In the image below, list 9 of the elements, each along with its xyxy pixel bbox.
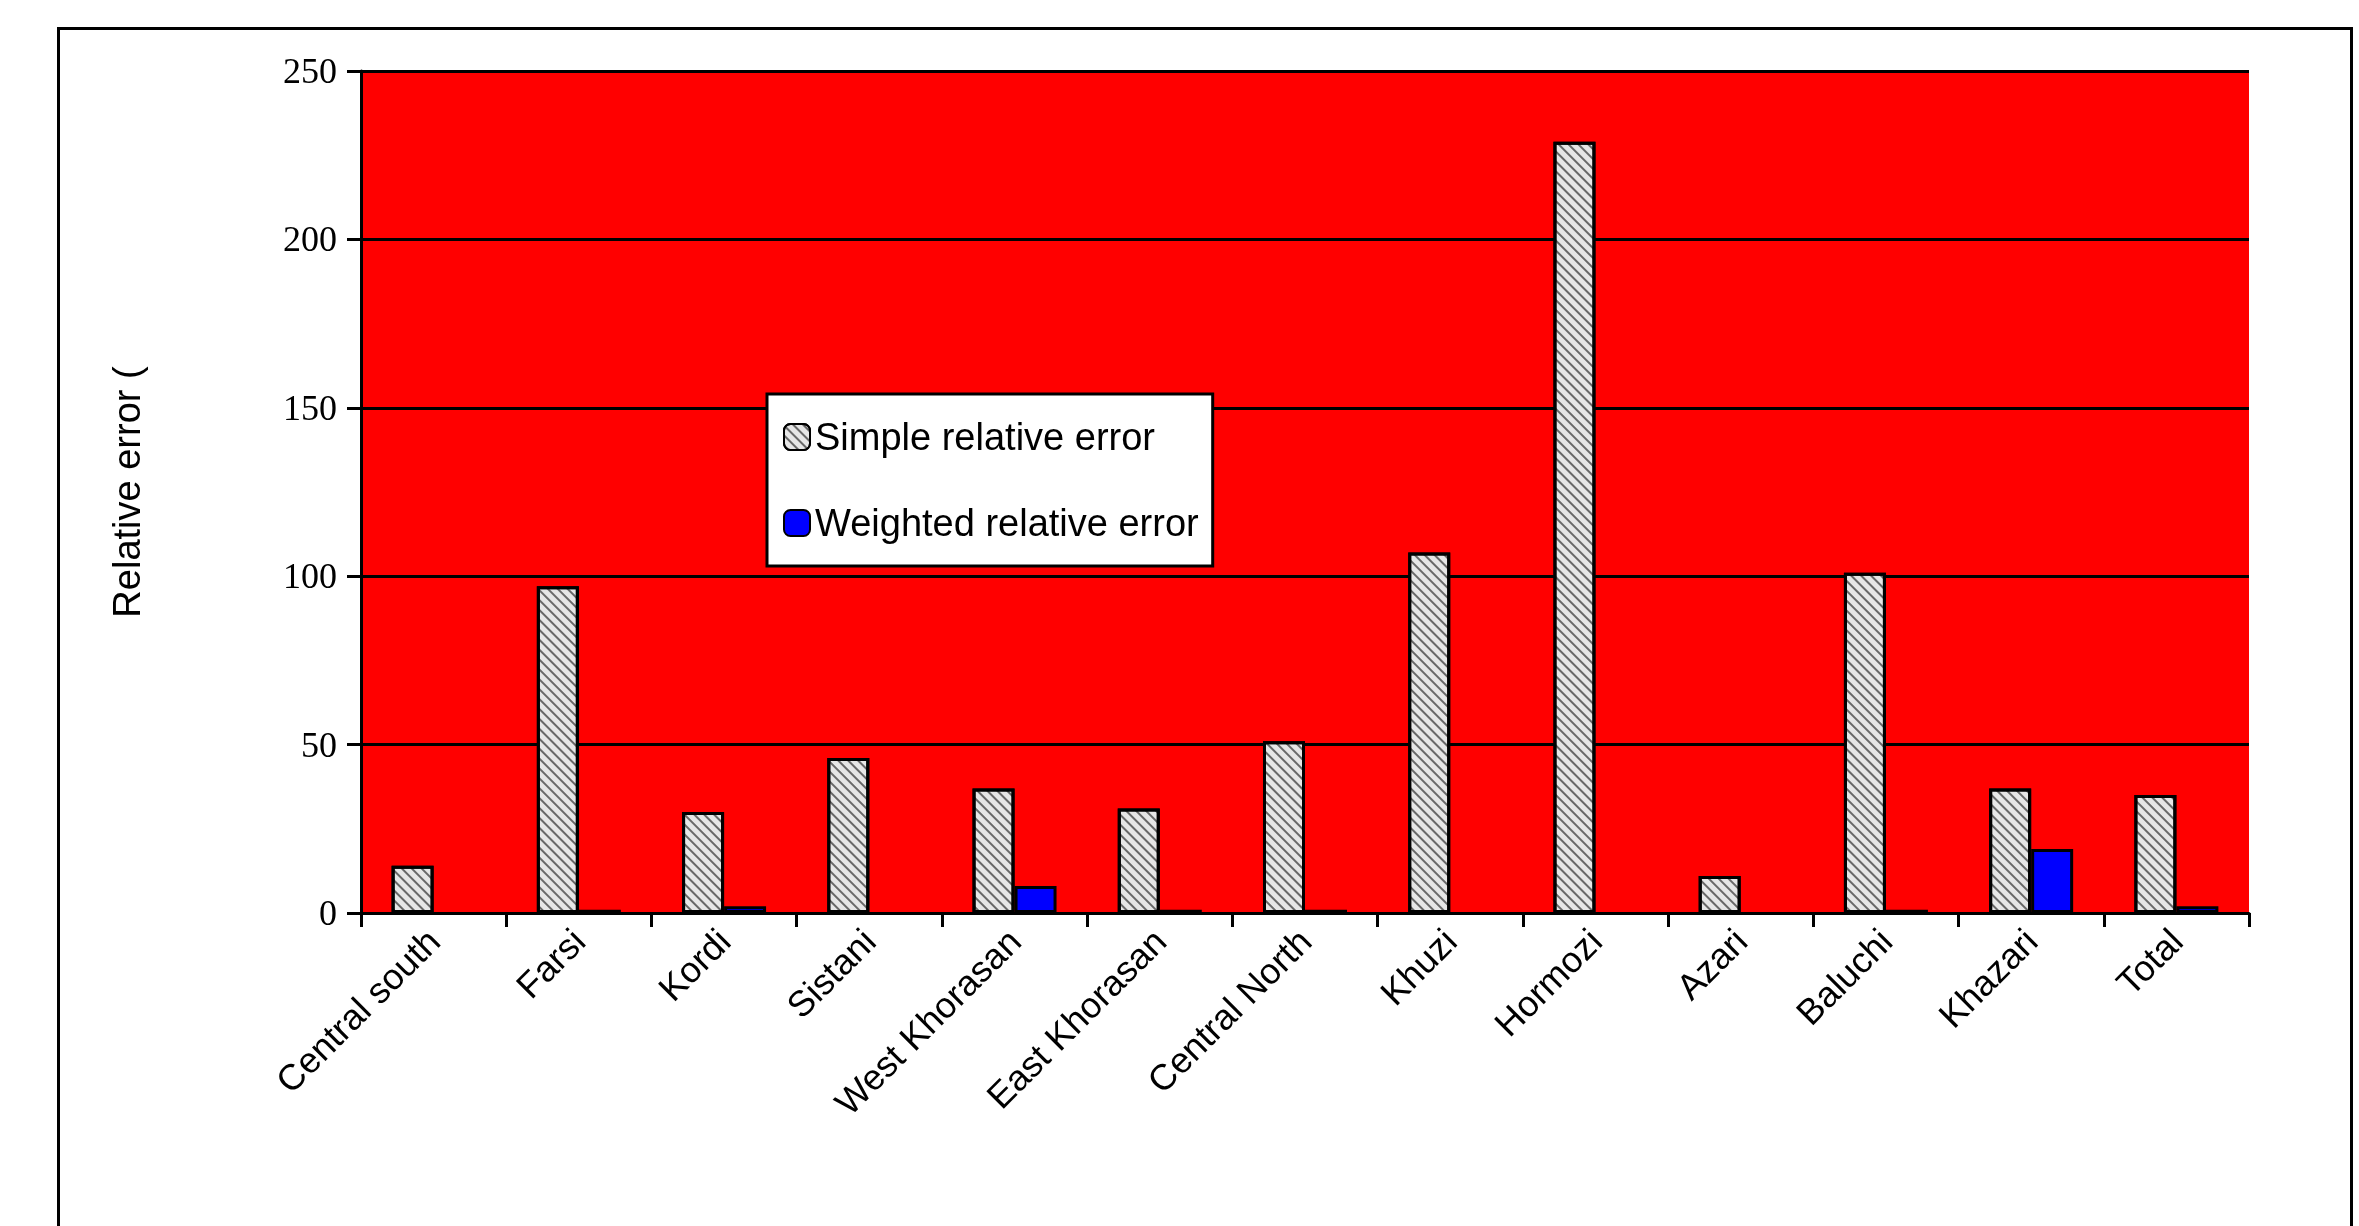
y-axis-title: Relative error (: [106, 366, 148, 618]
legend-label: Simple relative error: [815, 416, 1156, 458]
y-tick-label: 250: [283, 51, 337, 91]
y-tick-label: 0: [319, 893, 337, 933]
legend-label: Weighted relative error: [815, 502, 1200, 544]
y-tick-label: 100: [283, 556, 337, 597]
y-tick-label: 150: [283, 387, 337, 428]
y-tick-label: 200: [283, 219, 337, 260]
y-tick-label: 50: [301, 724, 337, 765]
